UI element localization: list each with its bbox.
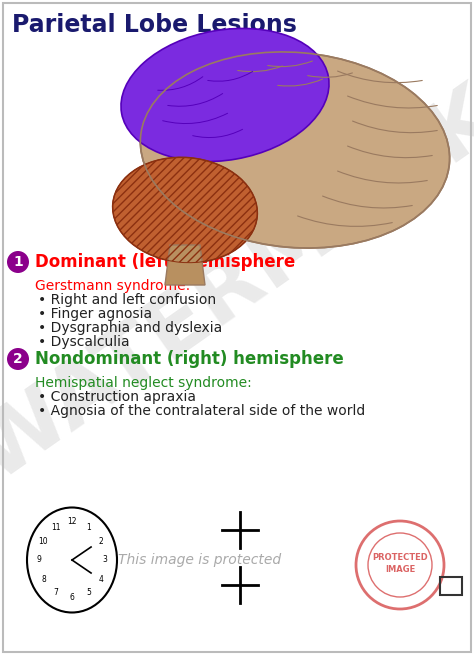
- Text: Parietal Lobe Lesions: Parietal Lobe Lesions: [12, 13, 297, 37]
- Text: 1: 1: [13, 255, 23, 269]
- Bar: [440, 577, 462, 595]
- Text: Nondominant (right) hemisphere: Nondominant (right) hemisphere: [35, 350, 344, 368]
- Text: This image is protected: This image is protected: [118, 553, 282, 567]
- Circle shape: [7, 348, 29, 370]
- Text: 8: 8: [41, 574, 46, 584]
- Text: 2: 2: [98, 536, 103, 546]
- Text: • Dysgraphia and dyslexia: • Dysgraphia and dyslexia: [38, 321, 222, 335]
- Text: PROTECTED: PROTECTED: [372, 553, 428, 561]
- Text: 10: 10: [38, 536, 48, 546]
- Text: Gerstmann syndrome:: Gerstmann syndrome:: [35, 279, 190, 293]
- Text: Dominant (left) hemisphere: Dominant (left) hemisphere: [35, 253, 295, 271]
- Text: 3: 3: [102, 555, 108, 565]
- Text: Hemispatial neglect syndrome:: Hemispatial neglect syndrome:: [35, 376, 252, 390]
- Circle shape: [7, 251, 29, 273]
- Ellipse shape: [27, 508, 117, 612]
- Ellipse shape: [113, 157, 257, 263]
- Text: 11: 11: [51, 523, 60, 532]
- Text: • Agnosia of the contralateral side of the world: • Agnosia of the contralateral side of t…: [38, 404, 365, 418]
- Text: IMAGE: IMAGE: [385, 565, 415, 574]
- Text: • Construction apraxia: • Construction apraxia: [38, 390, 196, 404]
- Text: 9: 9: [36, 555, 41, 565]
- Ellipse shape: [140, 52, 450, 248]
- Text: 5: 5: [86, 588, 91, 597]
- Text: 7: 7: [53, 588, 58, 597]
- Text: • Finger agnosia: • Finger agnosia: [38, 307, 152, 321]
- Text: 1: 1: [86, 523, 91, 532]
- Ellipse shape: [121, 28, 329, 162]
- Text: 2: 2: [13, 352, 23, 366]
- Text: 6: 6: [70, 593, 74, 603]
- Text: 12: 12: [67, 517, 77, 527]
- Polygon shape: [165, 245, 205, 285]
- Text: • Right and left confusion: • Right and left confusion: [38, 293, 216, 307]
- Text: • Dyscalculia: • Dyscalculia: [38, 335, 129, 349]
- Text: 4: 4: [98, 574, 103, 584]
- Text: WATERMARK: WATERMARK: [0, 73, 474, 497]
